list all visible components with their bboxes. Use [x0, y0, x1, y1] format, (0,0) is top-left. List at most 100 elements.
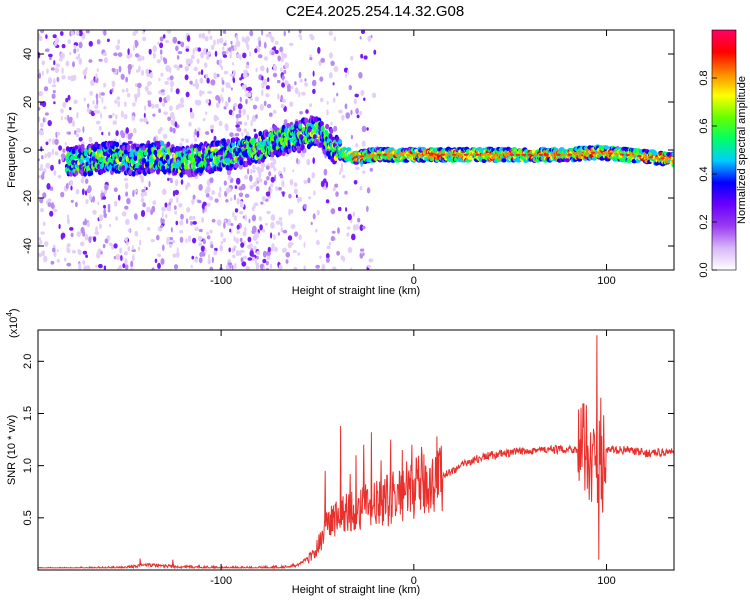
spectrogram-noise-dot	[160, 54, 163, 61]
colorbar-tick-label: 0.0	[698, 262, 710, 277]
spectrogram-noise-dot	[82, 260, 86, 265]
spectrogram-noise-dot	[178, 64, 183, 68]
spectrogram-noise-dot	[219, 186, 222, 193]
spectrogram-noise-dot	[56, 131, 61, 136]
spectrogram-noise-dot	[237, 103, 243, 110]
spectrogram-noise-dot	[199, 251, 204, 257]
spectrogram-noise-dot	[258, 178, 263, 183]
spectrogram-noise-dot	[151, 103, 155, 109]
spectrogram-noise-dot	[294, 87, 299, 95]
spectrogram-noise-dot	[60, 233, 64, 240]
spectrogram-noise-dot	[111, 68, 116, 73]
spectrogram-noise-dot	[162, 34, 166, 39]
spectrogram-noise-dot	[121, 211, 127, 217]
spectrogram-peak-cell	[585, 152, 590, 155]
spectrogram-noise-dot	[233, 44, 237, 52]
spectrogram-noise-dot	[248, 92, 252, 98]
spectrogram-noise-dot	[261, 165, 264, 173]
spectrogram-noise-dot	[221, 96, 224, 103]
spectrogram-noise-dot	[287, 235, 293, 241]
spectrogram-noise-dot	[52, 34, 57, 39]
spectrogram-noise-dot	[229, 73, 235, 77]
spectrogram-noise-dot	[262, 196, 266, 201]
spectrogram-noise-dot	[303, 179, 308, 184]
spectrogram-noise-dot	[45, 162, 51, 169]
spectrogram-noise-dot	[93, 109, 98, 114]
spectrogram-marks	[38, 30, 674, 270]
spectrogram-noise-dot	[204, 35, 209, 42]
spectrogram-noise-dot	[125, 191, 129, 197]
spectrogram-noise-dot	[225, 264, 230, 270]
spectrogram-noise-dot	[196, 58, 200, 64]
spectrogram-noise-dot	[133, 213, 138, 220]
spectrogram-noise-dot	[50, 260, 55, 265]
spectrogram-noise-dot	[186, 218, 189, 225]
spectrogram-noise-dot	[189, 59, 192, 63]
spectrogram-ridge-cell	[85, 156, 90, 162]
spectrogram-noise-dot	[290, 86, 294, 90]
spectrogram-noise-dot	[298, 234, 302, 240]
spectrogram-noise-dot	[245, 98, 248, 105]
spectrogram-noise-dot	[294, 231, 299, 237]
spectrogram-noise-dot	[251, 206, 255, 212]
spectrogram-noise-dot	[159, 36, 164, 42]
spectrogram-noise-dot	[232, 254, 236, 259]
spectrogram-ridge-cell	[142, 157, 147, 164]
spectrogram-noise-dot	[275, 40, 279, 45]
spectrogram-noise-dot	[278, 186, 282, 191]
spectrogram-peak-cell	[561, 153, 567, 156]
spectrogram-noise-dot	[330, 121, 333, 126]
spectrogram-noise-dot	[316, 209, 320, 216]
spectrogram-noise-dot	[253, 128, 257, 132]
spectrogram-noise-dot	[293, 182, 298, 188]
spectrogram-noise-dot	[88, 59, 93, 63]
spectrogram-noise-dot	[121, 88, 125, 93]
spectrogram-noise-dot	[241, 84, 245, 90]
spectrogram-noise-dot	[222, 46, 225, 51]
spectrogram-noise-dot	[132, 102, 136, 107]
spectrogram-noise-dot	[120, 255, 123, 261]
spectrogram-noise-dot	[249, 250, 254, 257]
spectrogram-noise-dot	[58, 224, 61, 229]
spectrogram-noise-dot	[344, 190, 348, 195]
spectrogram-noise-dot	[290, 242, 294, 246]
spectrogram-noise-dot	[218, 192, 222, 198]
spectrogram-noise-dot	[323, 168, 328, 176]
snr-ylabel: SNR (10 * v/v)	[6, 415, 18, 485]
spectrogram-noise-dot	[86, 221, 91, 228]
spectrogram-noise-dot	[103, 106, 107, 110]
spectrogram-noise-dot	[124, 237, 128, 242]
spectrogram-noise-dot	[195, 78, 198, 85]
spectrogram-noise-dot	[204, 205, 208, 213]
spectrogram-noise-dot	[244, 121, 248, 126]
spectrogram-noise-dot	[76, 112, 79, 119]
spectrogram-noise-dot	[147, 81, 152, 86]
spectrogram-noise-dot	[299, 36, 303, 41]
spectrogram-peak-cell	[509, 153, 515, 156]
spectrogram-noise-dot	[352, 211, 356, 218]
snr-ytick-label: 0.5	[22, 510, 34, 525]
spectrogram-noise-dot	[198, 242, 202, 247]
spectrogram-noise-dot	[328, 242, 331, 246]
spectrogram-peak-cell	[457, 153, 463, 156]
spectrogram-noise-dot	[169, 198, 174, 204]
spectrogram-noise-dot	[168, 66, 172, 74]
spectrogram-noise-dot	[242, 108, 246, 116]
spectrogram-noise-dot	[369, 167, 373, 172]
spectrogram-noise-dot	[330, 60, 335, 66]
spectrogram-noise-dot	[363, 97, 366, 101]
spectrogram-noise-dot	[157, 262, 161, 269]
spectrogram-noise-dot	[373, 49, 377, 55]
spectrogram-noise-dot	[160, 72, 164, 77]
spectrogram-noise-dot	[44, 112, 49, 116]
spectrogram-noise-dot	[256, 250, 261, 255]
spectrogram-noise-dot	[54, 41, 57, 47]
spectrogram-noise-dot	[78, 263, 82, 270]
spectrogram-noise-dot	[304, 78, 307, 82]
spectrogram-noise-dot	[166, 236, 171, 243]
spectrogram-noise-dot	[52, 138, 55, 146]
spectrogram-noise-dot	[263, 100, 267, 107]
spectrogram-noise-dot	[228, 187, 232, 192]
spectrogram-noise-dot	[270, 164, 275, 169]
spectrogram-ridge-cell	[481, 158, 487, 163]
